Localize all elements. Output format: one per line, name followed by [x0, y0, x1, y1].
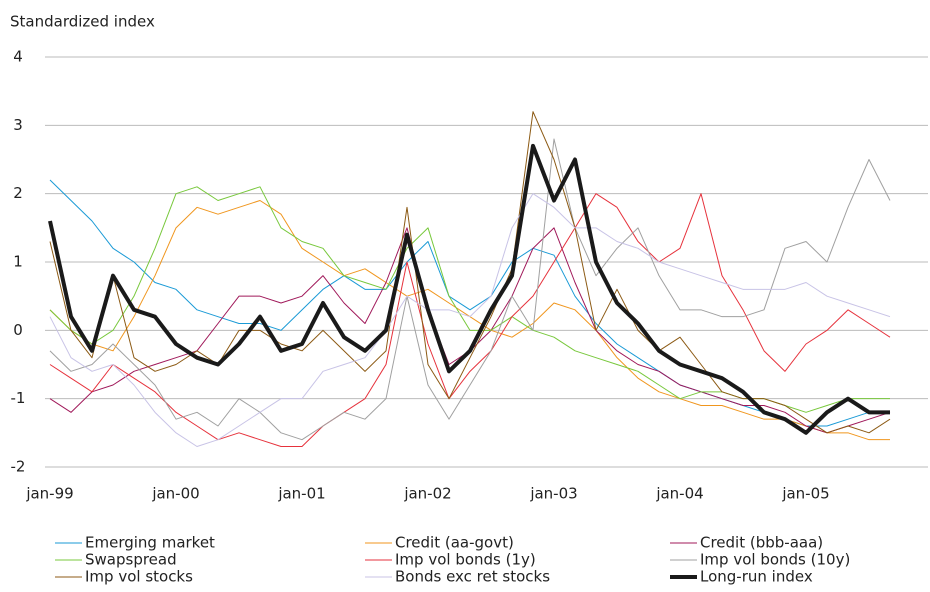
x-tick-label: jan-00 [151, 485, 199, 503]
x-tick-label: jan-05 [781, 485, 829, 503]
x-tick-label: jan-02 [403, 485, 451, 503]
x-tick-label: jan-04 [655, 485, 703, 503]
series-line [49, 193, 891, 447]
y-tick-label: 1 [13, 253, 23, 271]
legend-label: Bonds exc ret stocks [395, 568, 550, 586]
legend-label: Credit (aa-govt) [395, 534, 514, 552]
x-tick-label: jan-99 [25, 485, 73, 503]
series-line [49, 138, 891, 441]
y-axis-label: Standardized index [10, 13, 155, 31]
legend-label: Imp vol stocks [85, 568, 193, 586]
series-line [49, 193, 891, 447]
series-line [49, 186, 890, 413]
legend-label: Imp vol bonds (10y) [700, 551, 850, 569]
legend-label: Emerging market [85, 534, 215, 552]
series-line [49, 179, 890, 427]
y-tick-label: 4 [13, 48, 23, 66]
y-tick-label: 2 [13, 184, 23, 202]
legend-label: Swapspread [85, 551, 177, 569]
legend-label: Long-run index [700, 568, 813, 586]
x-tick-label: jan-01 [277, 485, 325, 503]
legend-label: Credit (bbb-aaa) [700, 534, 823, 552]
x-tick-label: jan-03 [529, 485, 577, 503]
y-tick-label: 3 [13, 116, 23, 134]
y-tick-label: -2 [11, 458, 26, 476]
y-tick-label: 0 [13, 321, 23, 339]
legend-label: Imp vol bonds (1y) [395, 551, 536, 569]
series-line [49, 200, 890, 441]
y-tick-label: -1 [11, 389, 26, 407]
series-line [48, 143, 890, 435]
